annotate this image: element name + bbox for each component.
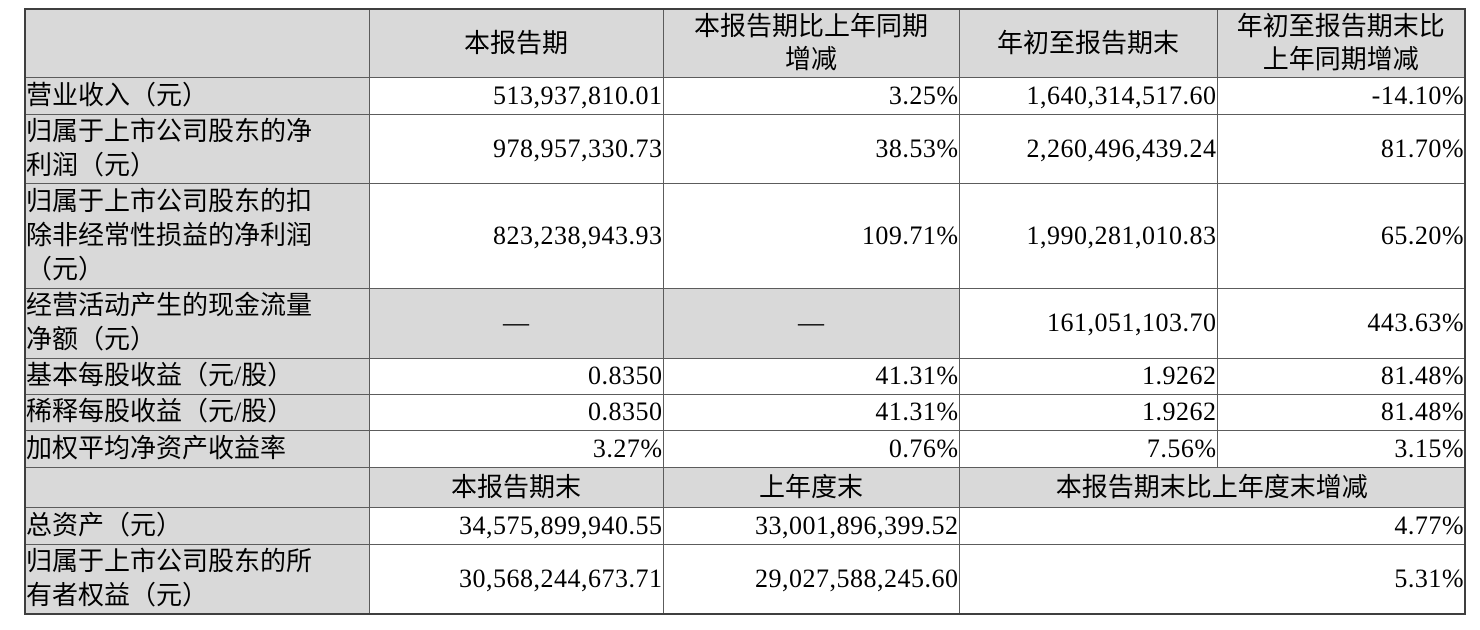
header-cell-period-yoy: 本报告期比上年同期 增减 — [662, 8, 960, 78]
row-label-cell: 稀释每股收益（元/股） — [24, 393, 370, 431]
value-cell: 2,260,496,439.24 — [958, 113, 1218, 184]
value-cell: 81.48% — [1216, 393, 1466, 431]
value-cell: 33,001,896,399.52 — [662, 506, 960, 545]
value-cell: 3.15% — [1216, 429, 1466, 468]
value-cell-dash: — — [368, 287, 664, 359]
value-cell: 1,640,314,517.60 — [958, 76, 1218, 115]
value-cell: 978,957,330.73 — [368, 113, 664, 184]
value-cell: 0.8350 — [368, 357, 664, 395]
value-cell: 3.25% — [662, 76, 960, 115]
row-label-cell: 归属于上市公司股东的净 利润（元） — [24, 113, 370, 184]
table-header-row-bottom: 本报告期末 上年度末 本报告期末比上年度末增减 — [24, 466, 1466, 508]
header-cell-ytd-yoy: 年初至报告期末比 上年同期增减 — [1216, 8, 1466, 78]
table-row: 加权平均净资产收益率 3.27% 0.76% 7.56% 3.15% — [24, 429, 1466, 468]
table-row: 归属于上市公司股东的扣 除非经常性损益的净利润 （元） 823,238,943.… — [24, 182, 1466, 289]
value-cell: 38.53% — [662, 113, 960, 184]
value-cell: 0.8350 — [368, 393, 664, 431]
corner-cell — [24, 466, 370, 508]
value-cell: 3.27% — [368, 429, 664, 468]
header-cell-period: 本报告期 — [368, 8, 664, 78]
row-label-cell: 经营活动产生的现金流量 净额（元） — [24, 287, 370, 359]
table-row: 营业收入（元） 513,937,810.01 3.25% 1,640,314,5… — [24, 76, 1466, 115]
value-cell: 513,937,810.01 — [368, 76, 664, 115]
value-cell: 81.70% — [1216, 113, 1466, 184]
row-label-cell: 归属于上市公司股东的所 有者权益（元） — [24, 543, 370, 615]
value-cell: 1,990,281,010.83 — [958, 182, 1218, 289]
table-row: 基本每股收益（元/股） 0.8350 41.31% 1.9262 81.48% — [24, 357, 1466, 395]
value-cell: 823,238,943.93 — [368, 182, 664, 289]
header-cell-ytd: 年初至报告期末 — [958, 8, 1218, 78]
value-cell: 41.31% — [662, 357, 960, 395]
table-header-row-top: 本报告期 本报告期比上年同期 增减 年初至报告期末 年初至报告期末比 上年同期增… — [24, 8, 1466, 78]
header-cell-end-of-prev-year: 上年度末 — [662, 466, 960, 508]
table-row: 总资产（元） 34,575,899,940.55 33,001,896,399.… — [24, 506, 1466, 545]
table-row: 归属于上市公司股东的净 利润（元） 978,957,330.73 38.53% … — [24, 113, 1466, 184]
value-cell: 65.20% — [1216, 182, 1466, 289]
row-label-cell: 加权平均净资产收益率 — [24, 429, 370, 468]
value-cell: 29,027,588,245.60 — [662, 543, 960, 615]
table-row: 经营活动产生的现金流量 净额（元） — — 161,051,103.70 443… — [24, 287, 1466, 359]
value-cell: 41.31% — [662, 393, 960, 431]
value-cell: 1.9262 — [958, 357, 1218, 395]
row-label-cell: 归属于上市公司股东的扣 除非经常性损益的净利润 （元） — [24, 182, 370, 289]
value-cell: -14.10% — [1216, 76, 1466, 115]
header-cell-change: 本报告期末比上年度末增减 — [958, 466, 1466, 508]
value-cell: 30,568,244,673.71 — [368, 543, 664, 615]
table-row: 稀释每股收益（元/股） 0.8350 41.31% 1.9262 81.48% — [24, 393, 1466, 431]
value-cell: 443.63% — [1216, 287, 1466, 359]
value-cell: 4.77% — [958, 506, 1466, 545]
value-cell: 81.48% — [1216, 357, 1466, 395]
table-row: 归属于上市公司股东的所 有者权益（元） 30,568,244,673.71 29… — [24, 543, 1466, 615]
key-accounting-data-table: 本报告期 本报告期比上年同期 增减 年初至报告期末 年初至报告期末比 上年同期增… — [24, 8, 1466, 615]
value-cell: 161,051,103.70 — [958, 287, 1218, 359]
row-label-cell: 营业收入（元） — [24, 76, 370, 115]
value-cell: 34,575,899,940.55 — [368, 506, 664, 545]
value-cell: 1.9262 — [958, 393, 1218, 431]
row-label-cell: 基本每股收益（元/股） — [24, 357, 370, 395]
row-label-cell: 总资产（元） — [24, 506, 370, 545]
value-cell: 109.71% — [662, 182, 960, 289]
corner-cell — [24, 8, 370, 78]
value-cell: 7.56% — [958, 429, 1218, 468]
value-cell: 5.31% — [958, 543, 1466, 615]
value-cell: 0.76% — [662, 429, 960, 468]
value-cell-dash: — — [662, 287, 960, 359]
header-cell-end-of-period: 本报告期末 — [368, 466, 664, 508]
